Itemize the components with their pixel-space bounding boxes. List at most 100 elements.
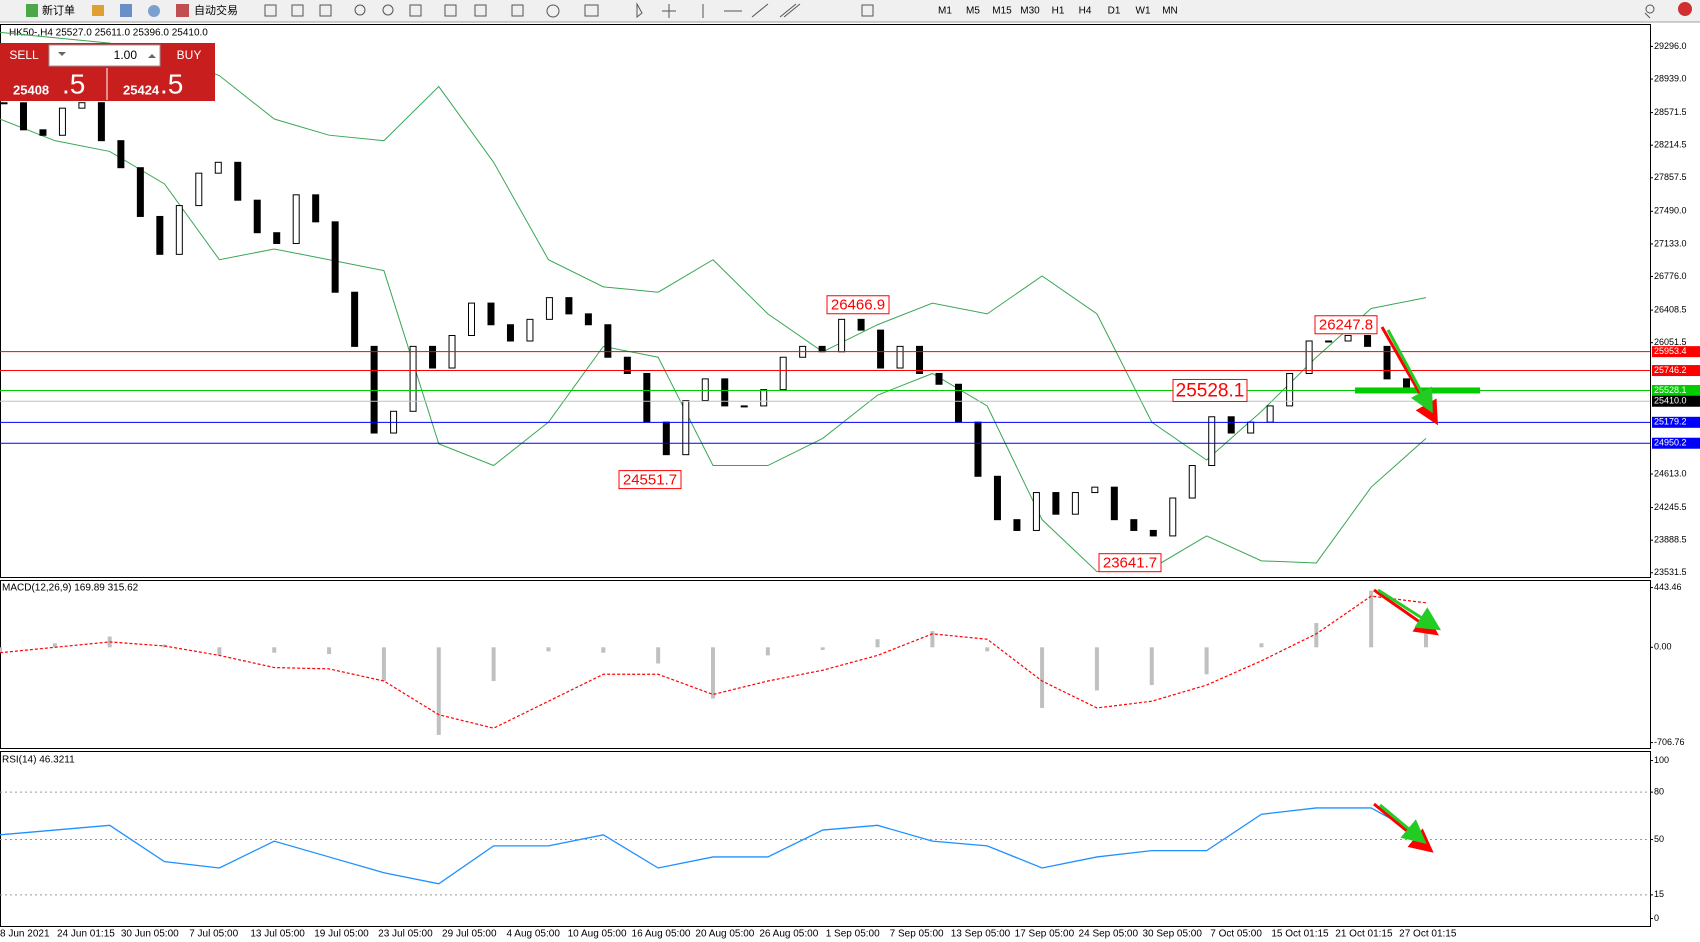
tool-icon[interactable] [409, 4, 422, 17]
tool-icon[interactable] [291, 4, 304, 17]
tool-icon[interactable] [319, 4, 332, 17]
auto-trading[interactable]: 自动交易 [194, 3, 238, 17]
macd-bar [820, 647, 825, 651]
tool-icon[interactable] [120, 4, 132, 17]
macd-bar [875, 639, 880, 648]
macd-bar [711, 647, 715, 699]
candle [760, 389, 768, 407]
price-level-label: 25953.4 [1654, 346, 1687, 356]
price-annotation-box [1314, 315, 1378, 335]
y-tick-label: 27490.0 [1654, 206, 1687, 216]
x-tick-label: 20 Aug 05:00 [695, 929, 754, 940]
timeframe-button[interactable]: M15 [992, 6, 1012, 17]
y-tick-label: 28214.5 [1654, 140, 1687, 150]
tool-icon[interactable] [511, 4, 524, 17]
alert-icon[interactable] [1678, 2, 1692, 16]
price-annotation: 25528.1 [1176, 380, 1245, 401]
macd-bar [381, 647, 386, 682]
auto-trading-icon[interactable] [176, 4, 189, 17]
tool-icon[interactable] [382, 4, 394, 16]
candle [468, 302, 476, 337]
candle [623, 356, 631, 374]
price-level-tag [1652, 346, 1700, 358]
timeframe-button[interactable]: H1 [1052, 6, 1065, 17]
candle [643, 372, 651, 423]
y-tick-label: -706.76 [1654, 737, 1685, 747]
tool-icon[interactable] [662, 4, 676, 18]
search-icon[interactable] [1644, 12, 1651, 19]
candle [97, 102, 105, 142]
candle [1383, 345, 1391, 380]
tool-icon[interactable] [584, 4, 599, 17]
candle [370, 345, 378, 434]
lots-box[interactable] [48, 44, 161, 67]
candle [78, 102, 86, 109]
arrow [1386, 329, 1433, 414]
tool-icons [264, 2, 1655, 19]
x-tick-label: 19 Jul 05:00 [314, 929, 369, 940]
macd-bar [1369, 590, 1374, 648]
timeframe-button[interactable]: MN [1162, 6, 1178, 17]
toolbar: 新订单 自动交易 [0, 0, 1700, 23]
main-pane [0, 24, 1651, 578]
sell-button[interactable]: SELL [9, 48, 39, 62]
macd-bar [491, 647, 496, 682]
search-icon[interactable] [1645, 4, 1655, 14]
new-order-icon[interactable] [26, 4, 38, 17]
x-tick-label: 17 Sep 05:00 [1015, 929, 1075, 940]
tool-icon[interactable] [636, 2, 643, 19]
x-tick-label: 13 Jul 05:00 [250, 929, 305, 940]
tool-icon[interactable] [444, 4, 457, 17]
tool-icon[interactable] [546, 4, 560, 18]
y-tick-label: 0.00 [1654, 642, 1672, 652]
tool-icon[interactable] [148, 5, 160, 17]
sell-pips[interactable]: .5 [62, 68, 85, 99]
candle [857, 318, 865, 331]
candle [1305, 340, 1313, 374]
price-annotation-box [1172, 378, 1248, 402]
timeframe-button[interactable]: M1 [938, 6, 952, 17]
tool-icon[interactable] [861, 4, 874, 17]
lots[interactable]: 1.00 [114, 48, 138, 62]
price-annotation: 26466.9 [831, 297, 885, 314]
timeframe-button[interactable]: W1 [1136, 6, 1151, 17]
timeframe-button[interactable]: D1 [1108, 6, 1121, 17]
rsi-line [0, 807, 1427, 885]
x-tick-label: 13 Sep 05:00 [951, 929, 1011, 940]
sell-price[interactable]: 25408 [13, 82, 49, 97]
buy-price[interactable]: 25424 [123, 82, 160, 97]
candle [19, 102, 27, 131]
candle [1169, 497, 1177, 537]
tool-icon[interactable] [474, 4, 487, 17]
candle [351, 291, 359, 347]
chart-header: HK50-,H4 25527.0 25611.0 25396.0 25410.0 [9, 28, 208, 39]
tool-icon[interactable] [751, 3, 769, 18]
x-tick-label: 10 Aug 05:00 [568, 929, 627, 940]
tool-icon[interactable] [92, 5, 104, 16]
candle [682, 400, 690, 456]
x-tick-label: 21 Oct 01:15 [1335, 929, 1393, 940]
arrow [1373, 802, 1434, 853]
tool-icon[interactable] [264, 4, 277, 17]
buy-button[interactable]: BUY [177, 48, 202, 62]
price-annotation-box [826, 295, 890, 315]
candle [916, 345, 924, 374]
candle [292, 194, 300, 244]
timeframe-button[interactable]: M30 [1020, 6, 1040, 17]
tool-icon[interactable] [779, 3, 801, 18]
candle [526, 318, 534, 342]
x-tick-label: 24 Sep 05:00 [1079, 929, 1139, 940]
new-order[interactable]: 新订单 [42, 3, 75, 17]
price-annotation: 23641.7 [1103, 555, 1157, 572]
macd-pane [0, 580, 1651, 749]
macd-bar [327, 647, 332, 655]
timeframe-button[interactable]: M5 [966, 6, 980, 17]
candle [506, 324, 514, 342]
candle [779, 356, 787, 391]
buy-pips[interactable]: .5 [160, 68, 183, 99]
y-tick-label: 100 [1654, 755, 1669, 765]
timeframe-button[interactable]: H4 [1079, 6, 1092, 17]
macd-bar [1314, 623, 1319, 648]
tool-icon[interactable] [354, 4, 366, 16]
